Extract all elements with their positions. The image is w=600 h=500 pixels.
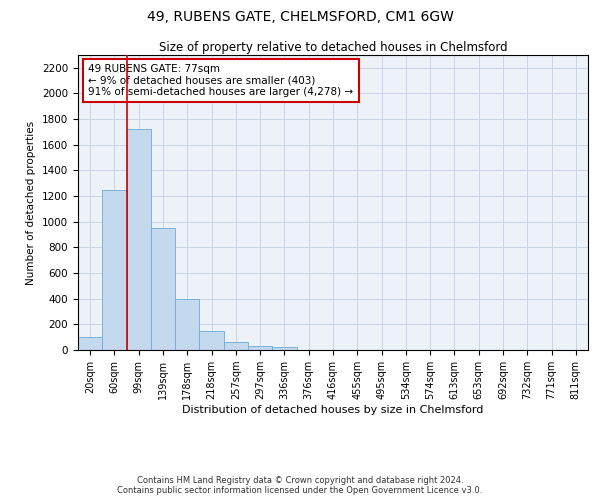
Bar (102, 190, 127, 350)
Bar (127, 130, 151, 350)
Text: Contains HM Land Registry data © Crown copyright and database right 2024.
Contai: Contains HM Land Registry data © Crown c… (118, 476, 482, 495)
Bar (224, 342, 248, 350)
Text: 49, RUBENS GATE, CHELMSFORD, CM1 6GW: 49, RUBENS GATE, CHELMSFORD, CM1 6GW (146, 10, 454, 24)
Y-axis label: Number of detached properties: Number of detached properties (26, 120, 37, 284)
Bar (175, 298, 199, 350)
Bar (151, 228, 175, 350)
Text: 49 RUBENS GATE: 77sqm
← 9% of detached houses are smaller (403)
91% of semi-deta: 49 RUBENS GATE: 77sqm ← 9% of detached h… (88, 64, 353, 97)
Bar (248, 346, 272, 350)
Bar (272, 348, 296, 350)
X-axis label: Distribution of detached houses by size in Chelmsford: Distribution of detached houses by size … (182, 405, 484, 415)
Bar (78, 337, 102, 350)
Bar (199, 331, 224, 350)
Title: Size of property relative to detached houses in Chelmsford: Size of property relative to detached ho… (158, 41, 508, 54)
